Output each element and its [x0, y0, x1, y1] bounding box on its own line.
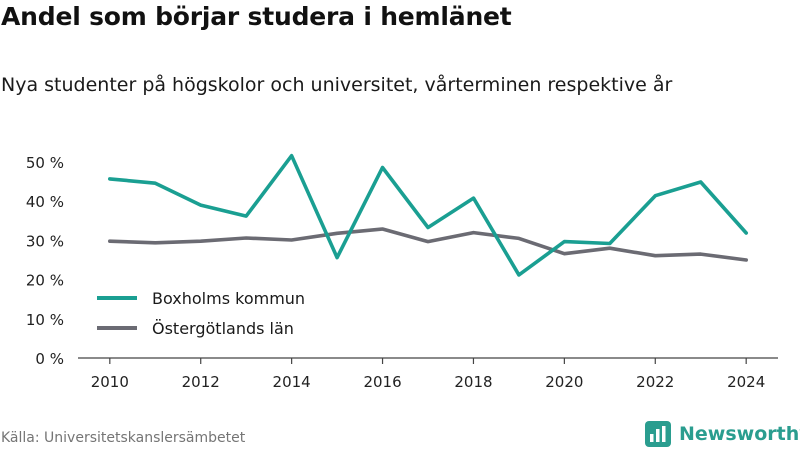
x-axis: 2010 2012 2014 2016 2018 2020 2022 2024: [78, 357, 778, 391]
brand-logo: Newsworthy: [645, 420, 800, 448]
series-line-ostergotland: [108, 227, 749, 262]
line-chart: 0 % 10 % 20 % 30 % 40 % 50 % 2010 2012 2014 2016…: [26, 153, 778, 391]
brand-name: Newsworthy: [679, 423, 800, 445]
x-tick-label: 2014: [273, 373, 311, 391]
x-tick-label: 2018: [454, 373, 492, 391]
x-tick-label: 2022: [636, 373, 674, 391]
y-tick-label: 20 %: [26, 272, 64, 290]
y-tick-label: 50 %: [26, 154, 64, 172]
legend: Boxholms kommun Östergötlands län: [88, 282, 336, 344]
bar-chart-logo-icon: [645, 421, 671, 447]
y-tick-label: 40 %: [26, 193, 64, 211]
x-tick-label: 2020: [545, 373, 583, 391]
legend-label: Boxholms kommun: [152, 289, 305, 308]
chart-subtitle: Nya studenter på högskolor och universit…: [1, 74, 673, 96]
x-tick-label: 2010: [91, 373, 129, 391]
legend-label: Östergötlands län: [152, 319, 294, 338]
series-line-boxholm: [108, 153, 749, 277]
legend-background: [88, 282, 336, 344]
x-tick-label: 2024: [727, 373, 765, 391]
chart-title: Andel som börjar studera i hemlänet: [1, 2, 512, 31]
y-axis: 0 % 10 % 20 % 30 % 40 % 50 %: [26, 154, 64, 368]
y-tick-label: 30 %: [26, 232, 64, 250]
series-lines: [108, 153, 749, 277]
source-note: Källa: Universitetskanslersämbetet: [1, 430, 246, 446]
y-tick-label: 0 %: [35, 350, 64, 368]
x-tick-label: 2016: [363, 373, 401, 391]
y-tick-label: 10 %: [26, 311, 64, 329]
x-tick-label: 2012: [182, 373, 220, 391]
